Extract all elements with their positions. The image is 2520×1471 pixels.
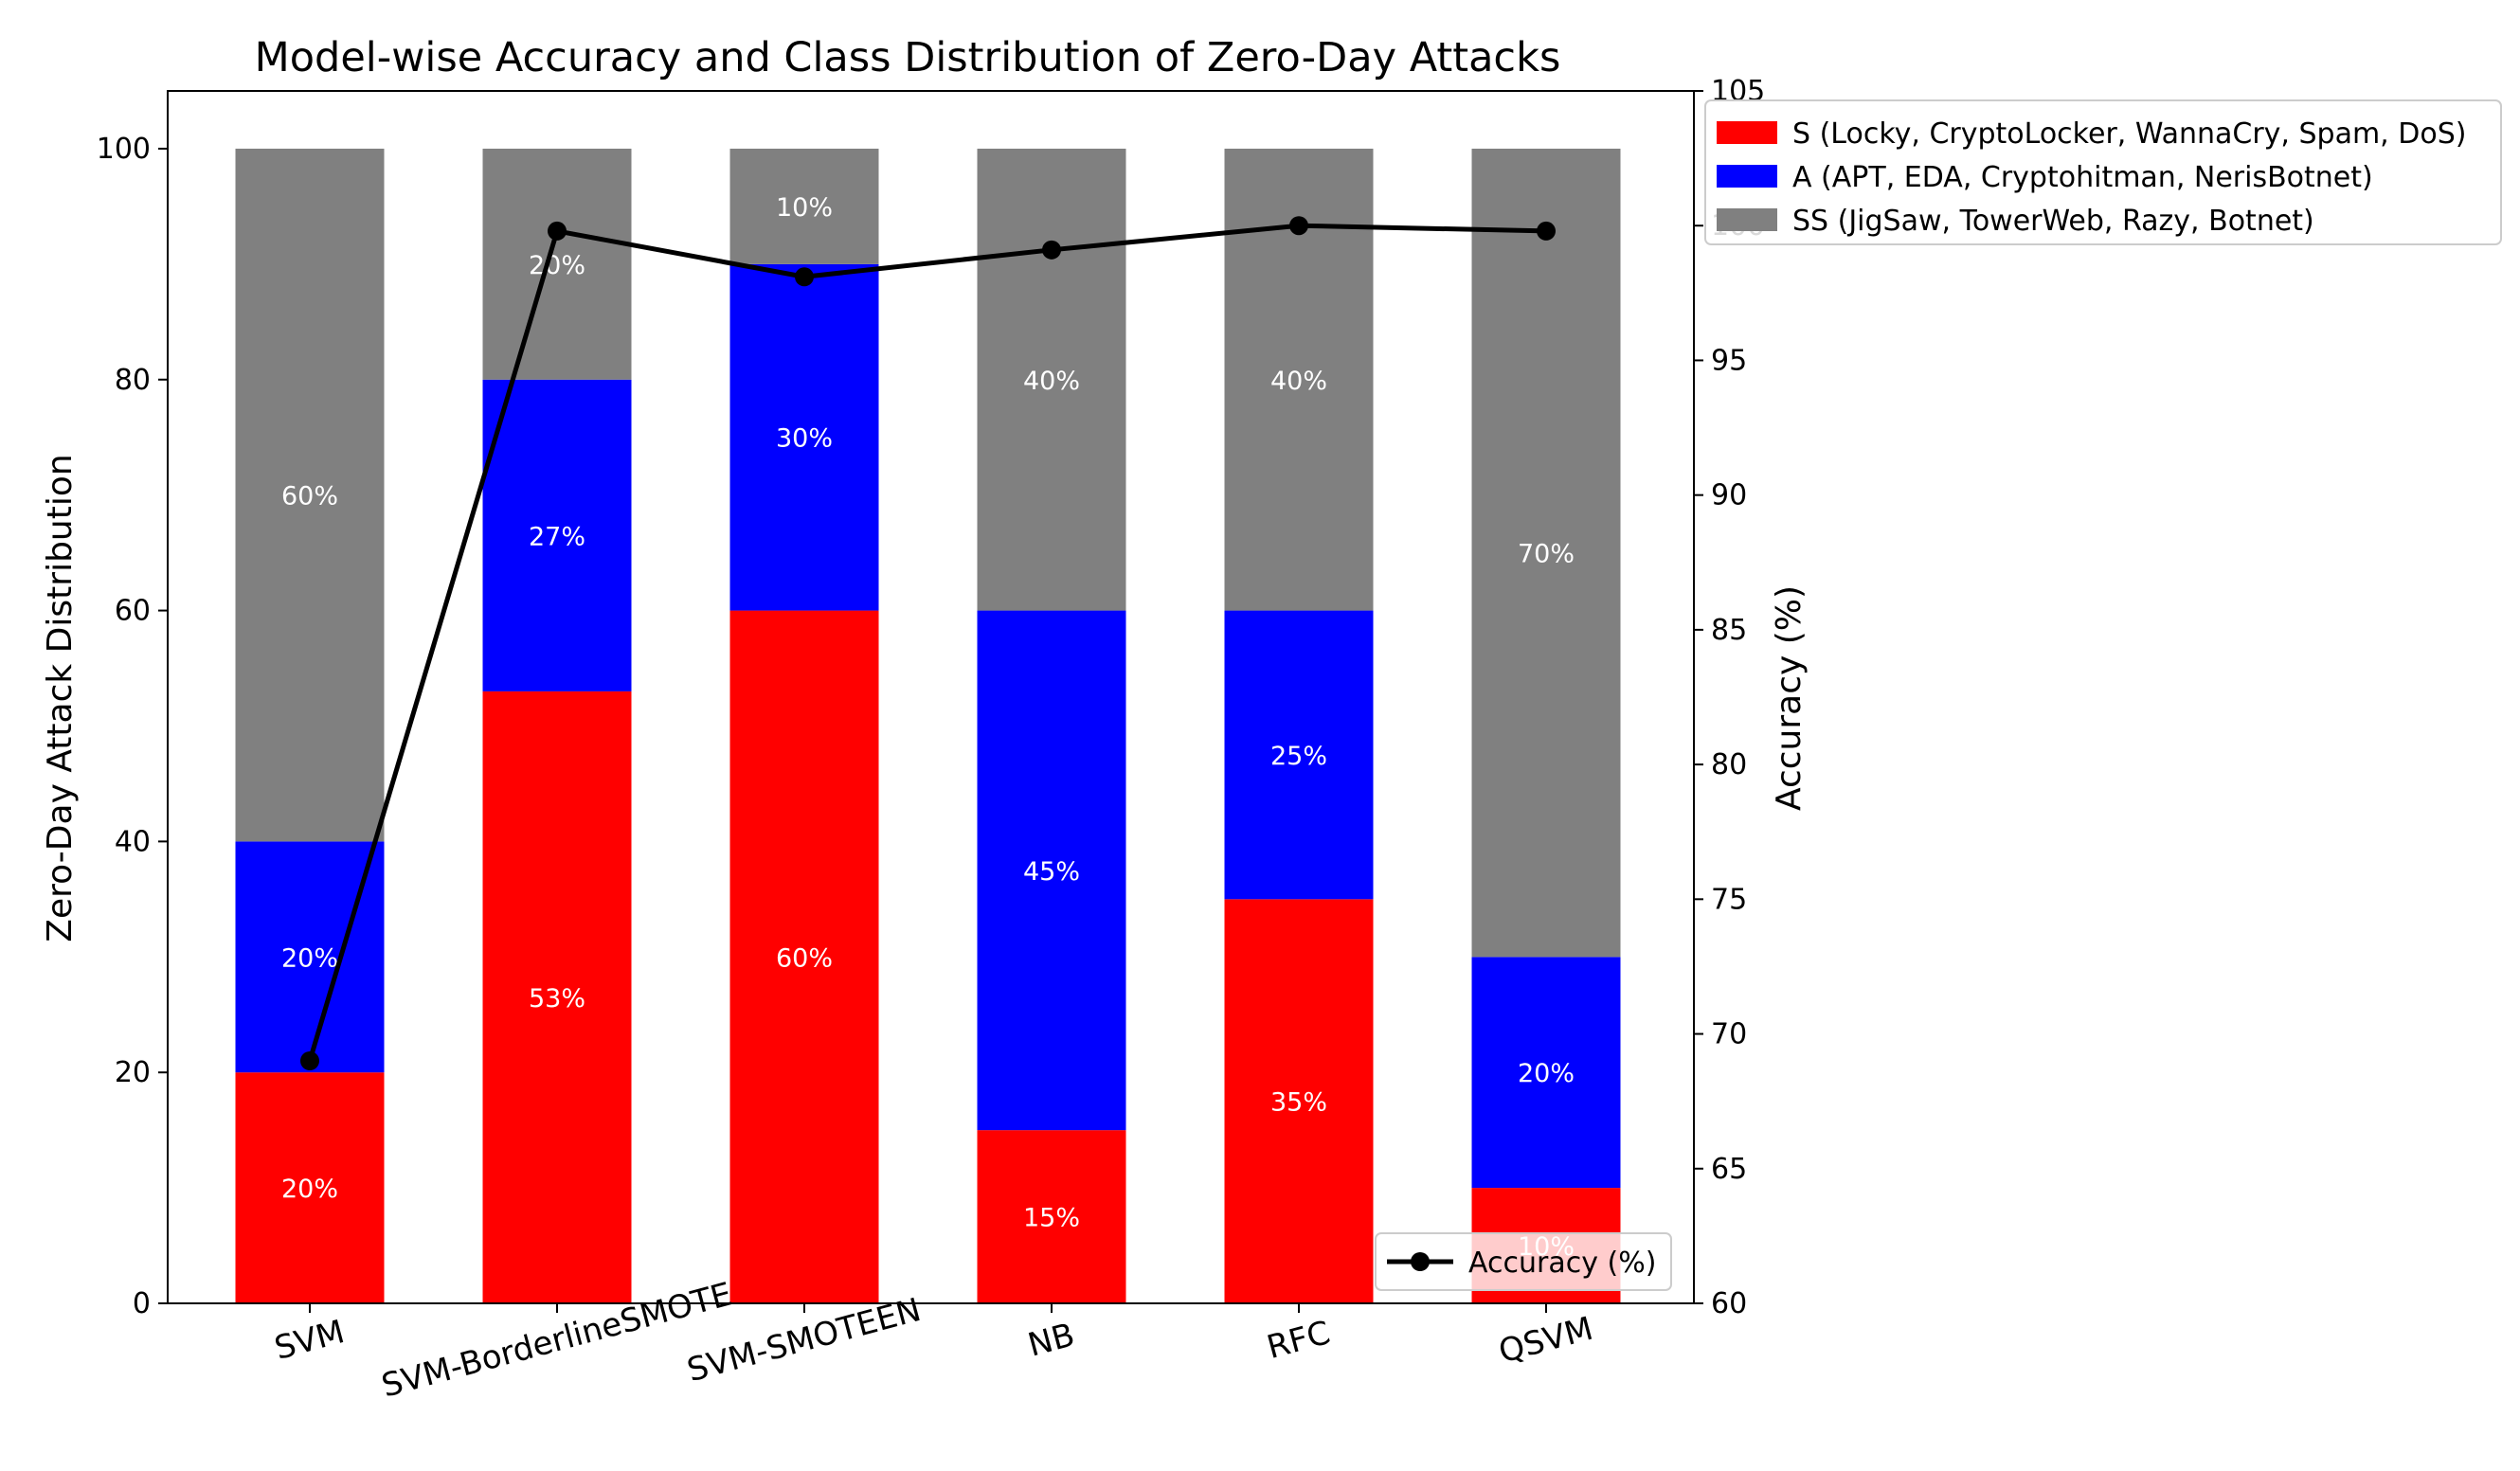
x-tick-label-4: RFC: [1263, 1314, 1334, 1367]
bar-1-2: [729, 263, 879, 611]
y-right-tick-label-7: 95: [1711, 344, 1747, 377]
bar-1-1: [482, 379, 632, 691]
legend-box: [1704, 99, 2502, 245]
y-right-tick-label-1: 65: [1711, 1153, 1747, 1186]
bar-label-0-3: 15%: [1023, 1204, 1080, 1233]
bar-1-3: [977, 610, 1126, 1131]
bar-0-1: [482, 691, 632, 1303]
accuracy-legend: Accuracy (%): [1375, 1232, 1672, 1291]
bar-1-4: [1224, 610, 1374, 900]
y-tick-label-2: 40: [115, 825, 151, 858]
y-right-tick-label-0: 60: [1711, 1287, 1747, 1320]
bar-label-1-1: 27%: [529, 522, 585, 551]
bar-1-0: [235, 841, 385, 1073]
bar-label-1-3: 45%: [1023, 857, 1080, 887]
bar-label-1-4: 25%: [1270, 742, 1327, 771]
bar-0-0: [235, 1072, 385, 1303]
accuracy-point-5: [1537, 221, 1556, 241]
legend: S (Locky, CryptoLocker, WannaCry, Spam, …: [1704, 99, 2502, 245]
y-right-tick-label-4: 80: [1711, 748, 1747, 781]
y-right-tick-label-5: 85: [1711, 614, 1747, 647]
bar-label-1-2: 30%: [776, 424, 833, 454]
plot-frame: [167, 90, 1695, 1304]
bar-label-2-5: 70%: [1518, 540, 1575, 569]
bar-label-2-4: 40%: [1270, 367, 1327, 396]
legend-label-2: SS (JigSaw, TowerWeb, Razy, Botnet): [1792, 205, 2314, 238]
y-tick-label-5: 100: [97, 133, 151, 166]
chart-title: Model-wise Accuracy and Class Distributi…: [255, 34, 1561, 81]
y-tick-label-4: 80: [115, 364, 151, 397]
bar-label-0-2: 60%: [776, 943, 833, 973]
accuracy-line-layer: [300, 216, 1556, 1070]
legend-label-1: A (APT, EDA, Cryptohitman, NerisBotnet): [1792, 161, 2373, 194]
legend-swatch-0: [1717, 121, 1777, 144]
bar-2-0: [235, 148, 385, 842]
line-legend-marker: [1411, 1252, 1430, 1271]
bar-label-1-5: 20%: [1518, 1059, 1575, 1088]
bars-layer: [235, 148, 1621, 1303]
accuracy-line: [307, 223, 1547, 1062]
bar-1-5: [1471, 957, 1621, 1189]
bar-label-2-0: 60%: [281, 482, 338, 511]
y-axis-right-label: Accuracy (%): [1770, 585, 1809, 811]
y-tick-label-3: 60: [115, 595, 151, 628]
x-tick-label-5: QSVM: [1495, 1310, 1597, 1372]
y-right-tick-label-6: 90: [1711, 479, 1747, 512]
line-legend-box: [1375, 1232, 1672, 1291]
bar-2-2: [729, 148, 879, 264]
bar-2-1: [482, 148, 632, 380]
y-right-tick-label-3: 75: [1711, 883, 1747, 916]
accuracy-point-1: [548, 221, 567, 241]
bar-2-3: [977, 148, 1126, 611]
accuracy-point-4: [1289, 216, 1308, 236]
bar-label-2-1: 20%: [529, 251, 585, 280]
bar-label-0-0: 20%: [281, 1175, 338, 1204]
bar-label-2-3: 40%: [1023, 367, 1080, 396]
bar-0-4: [1224, 899, 1374, 1303]
accuracy-point-0: [300, 1051, 319, 1070]
legend-swatch-1: [1717, 165, 1777, 188]
bar-label-0-1: 53%: [529, 984, 585, 1014]
bar-0-2: [729, 610, 879, 1303]
y-right-tick-label-2: 70: [1711, 1018, 1747, 1051]
x-tick-label-0: SVM: [271, 1313, 349, 1368]
y-tick-label-1: 20: [115, 1056, 151, 1089]
accuracy-point-2: [795, 267, 814, 287]
bar-label-2-2: 10%: [776, 193, 833, 223]
legend-swatch-2: [1717, 208, 1777, 231]
line-legend-label: Accuracy (%): [1468, 1247, 1656, 1280]
legend-label-0: S (Locky, CryptoLocker, WannaCry, Spam, …: [1792, 117, 2466, 151]
y-tick-label-0: 0: [133, 1287, 151, 1320]
x-tick-label-3: NB: [1024, 1316, 1078, 1364]
y-axis-label: Zero-Day Attack Distribution: [41, 454, 80, 942]
accuracy-point-3: [1042, 240, 1061, 260]
bar-2-5: [1471, 148, 1621, 958]
bar-label-0-4: 35%: [1270, 1088, 1327, 1118]
bar-0-3: [977, 1130, 1126, 1303]
bar-label-1-0: 20%: [281, 943, 338, 973]
bar-labels-layer: 20% 20% 60% 53% 27% 20% 60% 30% 10% 15% 45% 40% 35% 2…: [281, 193, 1575, 1262]
